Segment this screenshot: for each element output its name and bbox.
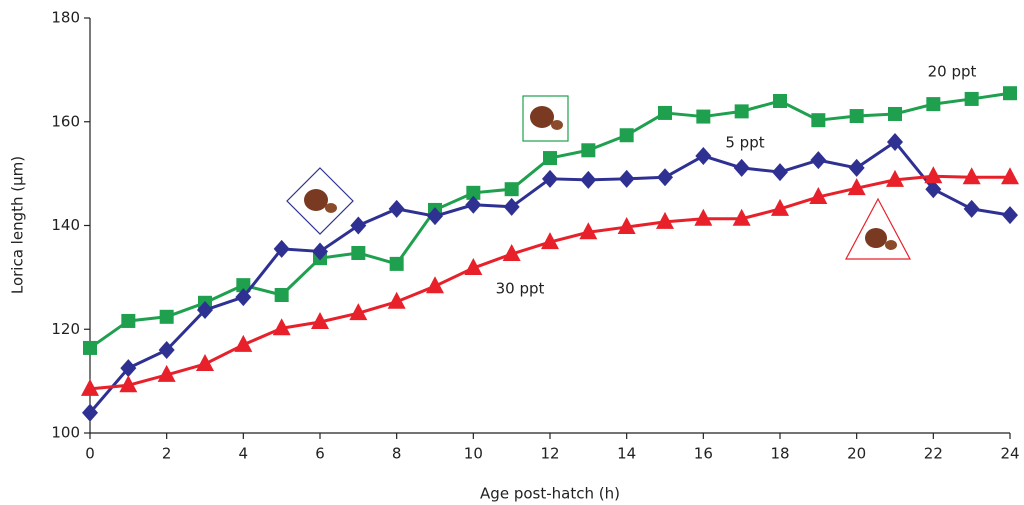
- data-point: [924, 166, 942, 183]
- series-line: [90, 93, 1010, 348]
- x-tick-label: 20: [847, 445, 866, 463]
- data-point: [389, 200, 405, 218]
- x-tick-label: 22: [924, 445, 943, 463]
- data-point: [695, 147, 711, 165]
- data-point: [619, 170, 635, 188]
- icon-diamond: [287, 168, 353, 234]
- data-point: [275, 288, 289, 302]
- data-point: [390, 257, 404, 271]
- data-point: [811, 113, 825, 127]
- data-point: [734, 159, 750, 177]
- data-point: [351, 246, 365, 260]
- data-point: [696, 110, 710, 124]
- data-point: [964, 200, 980, 218]
- icon-triangle: [846, 199, 910, 259]
- data-point: [1003, 86, 1017, 100]
- data-point: [965, 92, 979, 106]
- x-axis-label: Age post-hatch (h): [480, 485, 620, 503]
- x-tick-label: 2: [162, 445, 172, 463]
- data-point: [543, 151, 557, 165]
- data-point: [735, 104, 749, 118]
- icon-square: [523, 96, 568, 141]
- y-tick-label: 120: [51, 320, 80, 338]
- series-label: 20 ppt: [928, 63, 977, 81]
- x-tick-label: 16: [694, 445, 713, 463]
- chart: Age post-hatch (h) Lorica length (µm) 10…: [0, 0, 1024, 505]
- y-axis-label: Lorica length (µm): [9, 156, 27, 294]
- x-tick-label: 8: [392, 445, 402, 463]
- data-point: [580, 171, 596, 189]
- data-point: [850, 109, 864, 123]
- data-point: [926, 97, 940, 111]
- data-point: [658, 106, 672, 120]
- data-point: [121, 314, 135, 328]
- x-tick-label: 14: [617, 445, 636, 463]
- y-tick-label: 180: [51, 9, 80, 27]
- y-tick-label: 140: [51, 216, 80, 234]
- data-point: [657, 168, 673, 186]
- data-point: [504, 198, 520, 216]
- data-point: [620, 128, 634, 142]
- data-point: [581, 143, 595, 157]
- x-tick-label: 0: [85, 445, 95, 463]
- data-point: [888, 107, 902, 121]
- data-point: [773, 94, 787, 108]
- data-point: [1002, 206, 1018, 224]
- x-tick-label: 6: [315, 445, 325, 463]
- y-tick-label: 100: [51, 424, 80, 442]
- data-point: [849, 159, 865, 177]
- data-point: [83, 341, 97, 355]
- series-line: [90, 176, 1010, 389]
- data-point: [160, 310, 174, 324]
- data-point: [350, 217, 366, 235]
- y-tick-label: 160: [51, 112, 80, 130]
- x-tick-label: 10: [464, 445, 483, 463]
- data-point: [542, 170, 558, 188]
- x-tick-label: 24: [1000, 445, 1019, 463]
- x-tick-label: 4: [239, 445, 249, 463]
- x-tick-label: 18: [770, 445, 789, 463]
- series-label: 5 ppt: [725, 134, 764, 152]
- series-label: 30 ppt: [496, 280, 545, 298]
- data-point: [772, 163, 788, 181]
- x-tick-label: 12: [540, 445, 559, 463]
- data-point: [505, 182, 519, 196]
- data-point: [810, 151, 826, 169]
